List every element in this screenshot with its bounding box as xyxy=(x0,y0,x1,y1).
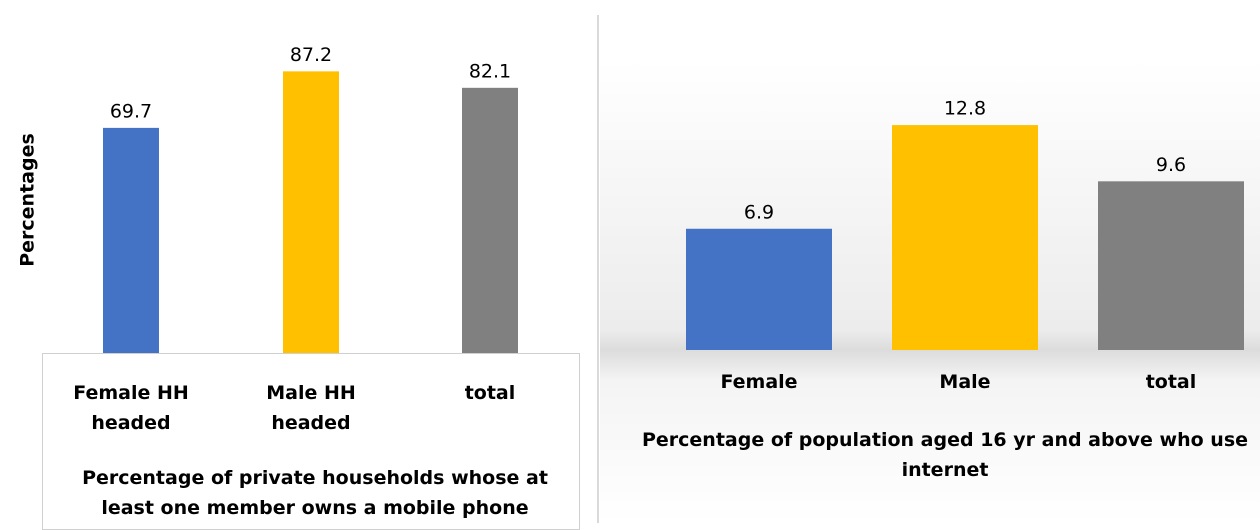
x-tick-label: Male HH headed xyxy=(266,382,356,434)
axis-box xyxy=(42,353,580,530)
separator xyxy=(597,15,599,523)
x-tick-label: Male xyxy=(939,371,991,393)
x-tick-label: total xyxy=(1145,371,1197,393)
bar xyxy=(103,127,159,353)
value-label: 69.7 xyxy=(110,100,152,122)
x-tick-label: Female xyxy=(720,371,798,393)
value-label: 82.1 xyxy=(469,60,511,82)
bar xyxy=(1098,181,1244,350)
bar xyxy=(686,228,832,350)
value-label: 6.9 xyxy=(744,201,774,223)
x-tick-label: total xyxy=(464,382,516,404)
bar xyxy=(283,71,339,354)
y-axis-label: Percentages xyxy=(17,133,39,267)
chart-title: Percentage of private households whose a… xyxy=(82,467,548,519)
bar xyxy=(462,87,518,353)
value-label: 9.6 xyxy=(1156,154,1186,176)
bar xyxy=(892,125,1038,350)
value-label: 87.2 xyxy=(290,44,332,66)
value-label: 12.8 xyxy=(944,98,986,120)
x-tick-label: Female HH headed xyxy=(73,382,189,434)
chart-title: Percentage of population aged 16 yr and … xyxy=(641,429,1249,481)
